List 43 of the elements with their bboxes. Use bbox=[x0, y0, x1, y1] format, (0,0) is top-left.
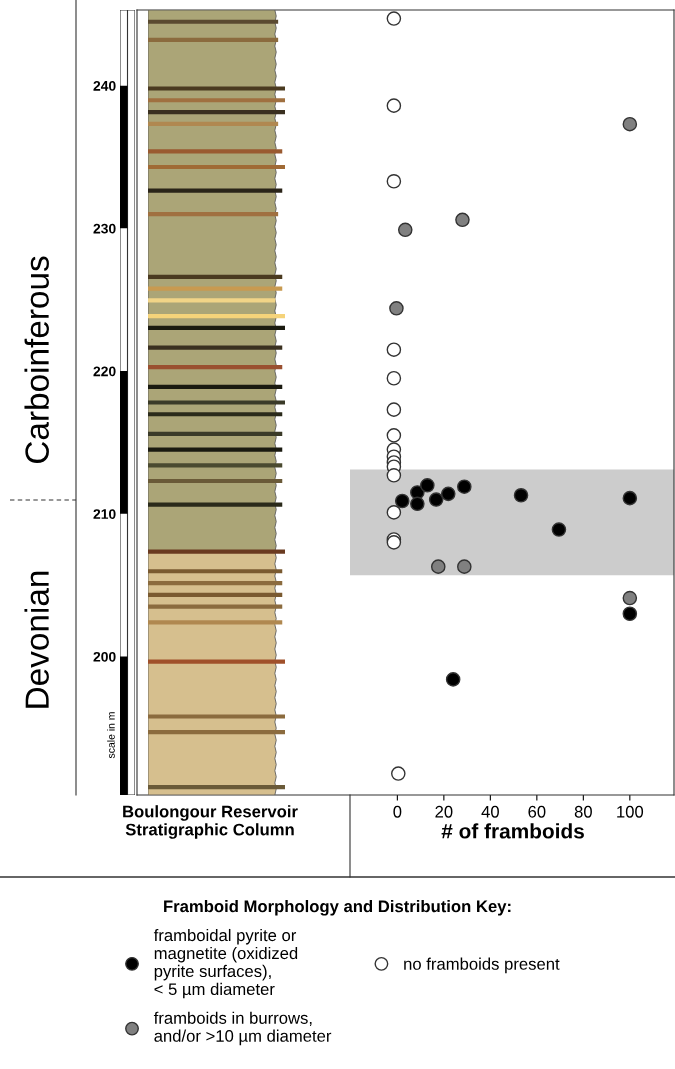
point bbox=[622, 490, 638, 506]
point bbox=[622, 116, 638, 132]
point bbox=[386, 468, 402, 483]
point bbox=[430, 559, 446, 574]
point bbox=[397, 222, 413, 238]
point bbox=[455, 212, 470, 228]
point bbox=[457, 559, 472, 574]
y-tick-label: 210 bbox=[93, 509, 116, 519]
y-tick-label: 240 bbox=[93, 80, 116, 91]
point bbox=[389, 301, 404, 316]
point bbox=[386, 505, 402, 520]
point bbox=[513, 487, 529, 503]
y-tick-label: 200 bbox=[93, 651, 116, 662]
point bbox=[420, 477, 435, 493]
y-tick-label: 230 bbox=[93, 223, 116, 234]
legend-title: Framboid Morphology and Distribution Key: bbox=[164, 900, 511, 916]
point bbox=[457, 479, 472, 494]
point bbox=[386, 402, 402, 417]
x-axis-title: # of framboids bbox=[441, 823, 584, 839]
legend-label: framboidal pyrite or magnetite (oxidized pyrite surfaces), < 5 µm diameter bbox=[153, 928, 298, 999]
x-tick-label: 0 bbox=[393, 805, 402, 818]
x-tick-label: 20 bbox=[435, 805, 453, 818]
point bbox=[386, 98, 402, 113]
point bbox=[394, 493, 410, 509]
text: Devonian bbox=[24, 571, 49, 708]
legend-label: framboids in burrows, and/or >10 µm diameter bbox=[153, 1011, 332, 1046]
point bbox=[622, 590, 638, 606]
text: scale in m bbox=[107, 712, 115, 759]
point bbox=[428, 492, 444, 507]
text: Carboinferous bbox=[24, 256, 49, 463]
point bbox=[410, 496, 425, 512]
point bbox=[622, 606, 638, 622]
point bbox=[386, 428, 402, 443]
point bbox=[445, 672, 461, 687]
x-tick-label: 80 bbox=[574, 805, 592, 818]
point bbox=[551, 522, 567, 537]
legend-label: no framboids present bbox=[404, 957, 560, 974]
x-tick-label: 60 bbox=[528, 805, 546, 818]
text: Boulongour Reservoir Stratigraphic Column bbox=[123, 805, 298, 839]
x-tick-label: 100 bbox=[617, 805, 644, 818]
x-tick-label: 40 bbox=[481, 805, 499, 818]
y-tick-label: 220 bbox=[93, 366, 116, 377]
point bbox=[440, 486, 456, 502]
